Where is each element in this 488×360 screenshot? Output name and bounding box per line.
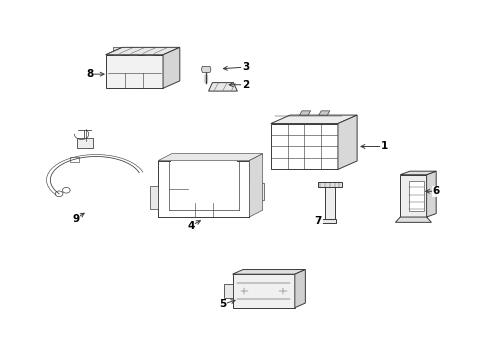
Polygon shape [112, 47, 121, 55]
Text: 6: 6 [432, 186, 439, 196]
Polygon shape [270, 115, 356, 123]
Polygon shape [163, 48, 180, 88]
Polygon shape [318, 111, 329, 115]
Polygon shape [208, 83, 237, 91]
Polygon shape [399, 175, 426, 217]
Polygon shape [232, 270, 305, 274]
Text: 3: 3 [242, 62, 248, 72]
Polygon shape [299, 111, 310, 115]
Polygon shape [270, 123, 337, 170]
Polygon shape [317, 182, 341, 187]
Polygon shape [201, 66, 210, 72]
Polygon shape [399, 171, 435, 175]
Polygon shape [337, 115, 356, 170]
Polygon shape [426, 171, 435, 217]
Text: 2: 2 [242, 80, 248, 90]
Polygon shape [325, 187, 334, 219]
Polygon shape [105, 48, 180, 55]
Polygon shape [249, 154, 262, 217]
Text: 9: 9 [72, 214, 79, 224]
Polygon shape [317, 219, 335, 223]
Text: 5: 5 [219, 299, 226, 309]
Polygon shape [105, 55, 163, 88]
Polygon shape [163, 73, 171, 80]
Text: 7: 7 [314, 216, 321, 226]
Text: 4: 4 [187, 221, 194, 231]
Polygon shape [408, 181, 423, 211]
Text: 8: 8 [86, 69, 94, 79]
Polygon shape [144, 47, 153, 55]
Polygon shape [149, 186, 158, 208]
Polygon shape [163, 60, 171, 67]
Polygon shape [128, 47, 137, 55]
Polygon shape [232, 274, 294, 308]
Text: 1: 1 [380, 141, 387, 152]
Polygon shape [294, 270, 305, 308]
Polygon shape [395, 217, 430, 222]
Polygon shape [249, 183, 263, 200]
Polygon shape [158, 154, 262, 161]
Polygon shape [77, 138, 92, 148]
Polygon shape [224, 284, 232, 298]
